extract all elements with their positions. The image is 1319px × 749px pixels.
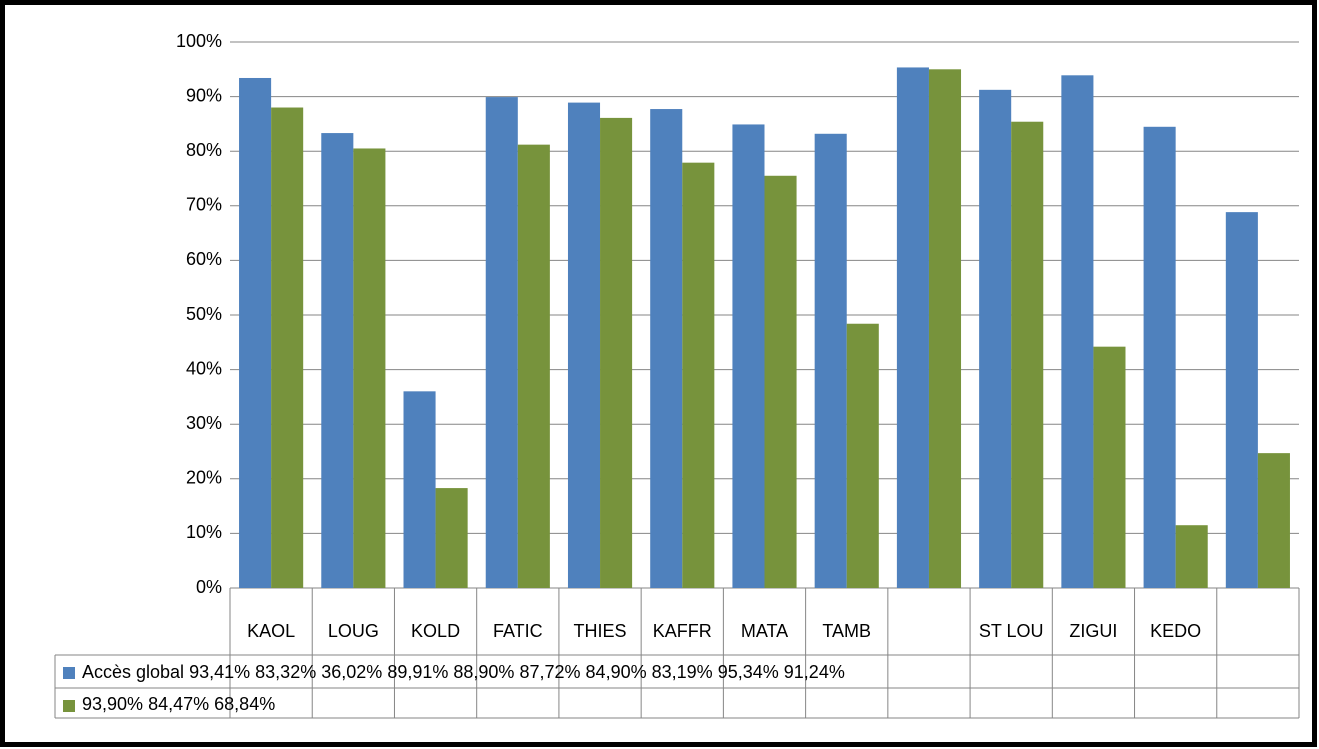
data-label: 36,02% [321, 662, 382, 682]
data-label: 89,91% [387, 662, 448, 682]
data-label: 95,34% [718, 662, 779, 682]
data-label: 93,41% [189, 662, 250, 682]
legend-marker [63, 700, 75, 712]
bar [814, 133, 847, 588]
bar [271, 107, 304, 589]
data-label: 91,24% [784, 662, 845, 682]
data-label: 84,90% [586, 662, 647, 682]
y-tick-label: 40% [186, 358, 222, 378]
bar [600, 117, 633, 589]
y-tick-label: 80% [186, 140, 222, 160]
x-tick-label: ST LOU [979, 621, 1044, 641]
bar [650, 109, 683, 588]
bar [321, 133, 354, 588]
bar [435, 488, 468, 588]
bar [846, 323, 879, 588]
y-tick-label: 10% [186, 522, 222, 542]
bar [1011, 121, 1044, 588]
data-label: 83,32% [255, 662, 316, 682]
y-tick-label: 70% [186, 195, 222, 215]
bar [764, 175, 797, 588]
x-tick-label: LOUG [328, 621, 379, 641]
bar [1257, 453, 1290, 588]
bar [485, 97, 518, 588]
x-tick-label: TAMB [822, 621, 871, 641]
bar [896, 67, 929, 588]
bar [353, 148, 386, 588]
bar [682, 162, 715, 588]
x-tick-label: THIES [574, 621, 627, 641]
legend-row: 93,90% 84,47% 68,84% [82, 694, 275, 714]
bar [928, 69, 962, 589]
y-tick-label: 100% [176, 31, 222, 51]
y-tick-label: 0% [196, 577, 222, 597]
x-tick-label: KAOL [247, 621, 295, 641]
x-tick-label: KAFFR [653, 621, 712, 641]
legend-label: Accès global [82, 662, 184, 682]
data-label: 88,90% [453, 662, 514, 682]
legend-marker [63, 667, 75, 679]
x-tick-label: KOLD [411, 621, 460, 641]
data-label: 87,72% [519, 662, 580, 682]
bar [403, 391, 436, 588]
x-tick-label: MATA [741, 621, 788, 641]
data-label: 93,90% [82, 694, 143, 714]
bar [1143, 126, 1176, 589]
y-tick-label: 60% [186, 249, 222, 269]
legend-row: Accès global 93,41% 83,32% 36,02% 89,91%… [82, 662, 845, 682]
y-tick-label: 30% [186, 413, 222, 433]
y-tick-label: 90% [186, 85, 222, 105]
bar [1225, 212, 1258, 588]
bar [239, 77, 272, 589]
y-tick-label: 50% [186, 304, 222, 324]
x-tick-label: FATIC [493, 621, 543, 641]
data-label: 83,19% [652, 662, 713, 682]
bar [567, 102, 601, 588]
y-tick-label: 20% [186, 468, 222, 488]
data-label: 68,84% [214, 694, 275, 714]
data-label: 84,47% [148, 694, 209, 714]
bar [1175, 525, 1208, 588]
bar [1093, 346, 1126, 588]
bar [1061, 75, 1094, 588]
bar [732, 124, 765, 589]
bar [517, 144, 550, 588]
x-tick-label: ZIGUI [1069, 621, 1117, 641]
bar [979, 89, 1012, 589]
x-tick-label: KEDO [1150, 621, 1201, 641]
